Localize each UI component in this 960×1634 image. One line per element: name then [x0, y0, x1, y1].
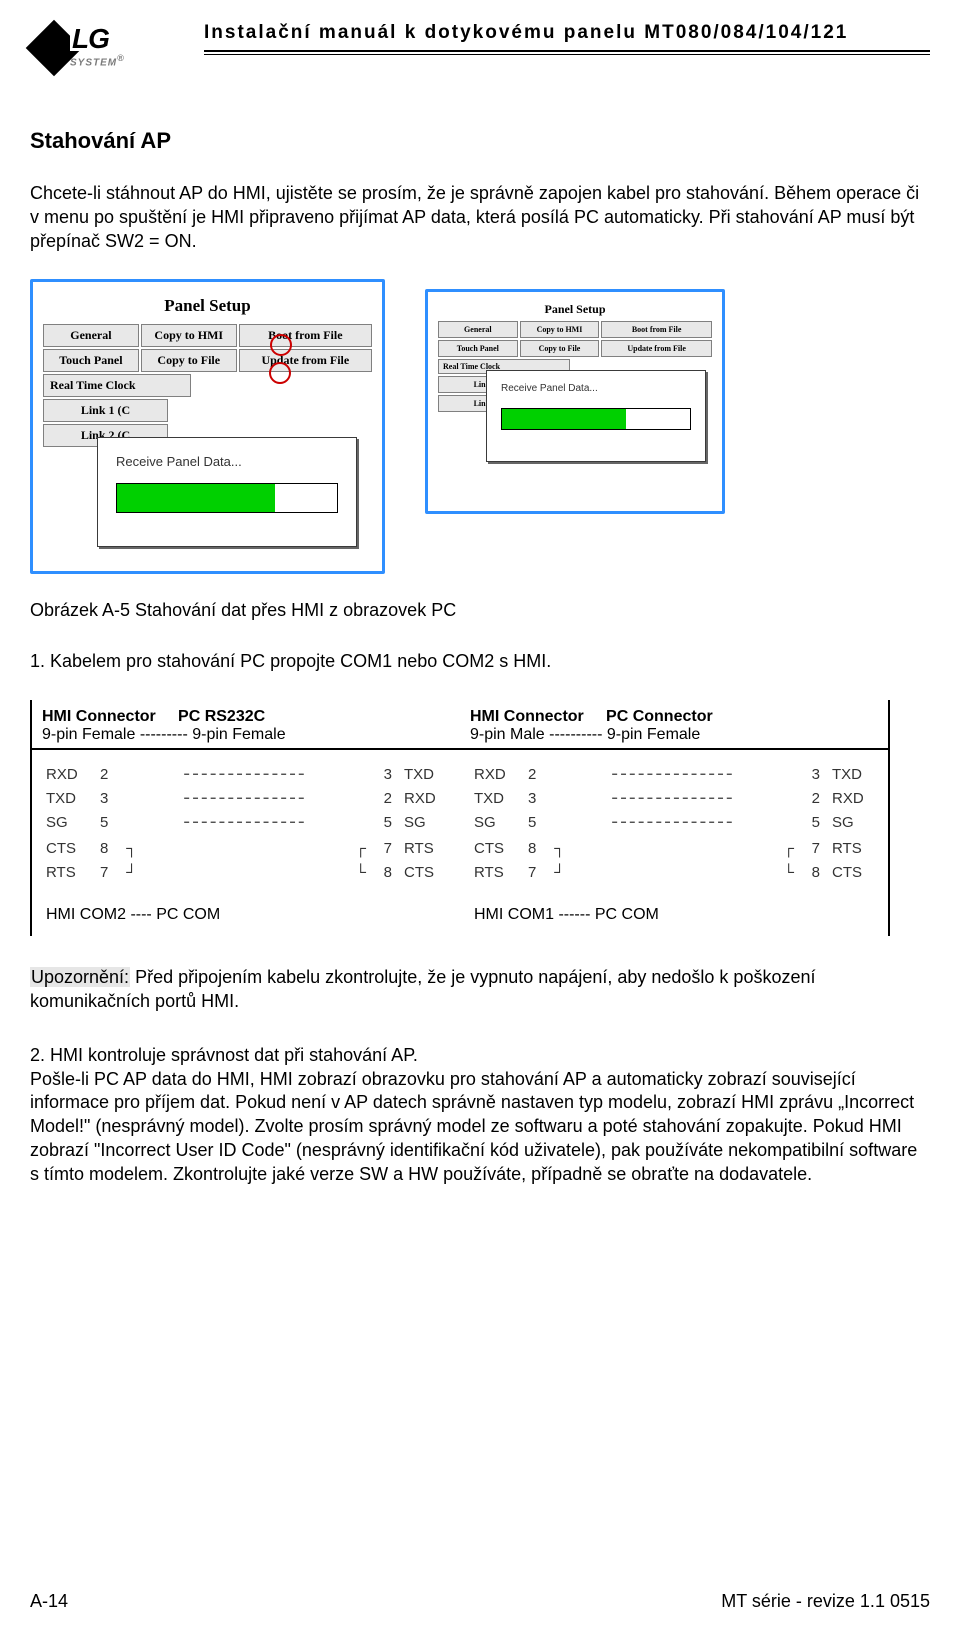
pin-col-left: RXD2 ━━━━━━━━━━━━━━ 3TXD TXD3 ━━━━━━━━━━… [32, 762, 460, 888]
receive-data-dialog: Receive Panel Data... [97, 437, 357, 547]
boot-from-file-button[interactable]: Boot from File [601, 321, 712, 338]
pin-row: SG5 ━━━━━━━━━━━━━━ 5SG [46, 810, 446, 834]
figure-a5-screenshots: Panel Setup General Copy to HMI Boot fro… [30, 279, 930, 574]
general-button[interactable]: General [438, 321, 518, 338]
copy-to-hmi-button[interactable]: Copy to HMI [520, 321, 600, 338]
progress-bar [501, 408, 691, 430]
pin-head-l2: PC RS232C [178, 708, 265, 725]
progress-fill [117, 484, 275, 512]
dialog-label: Receive Panel Data... [501, 383, 691, 394]
copy-to-file-button[interactable]: Copy to File [141, 349, 237, 372]
dialog-label: Receive Panel Data... [116, 454, 338, 469]
logo-lg-text: LG [70, 27, 125, 51]
panel-setup-screenshot-large: Panel Setup General Copy to HMI Boot fro… [30, 279, 385, 574]
page-footer: A-14 MT série - revize 1.1 0515 [30, 1591, 930, 1612]
rtc-button[interactable]: Real Time Clock [43, 374, 191, 397]
pin-head-l3: 9-pin Female --------- 9-pin Female [42, 726, 450, 744]
step-1: 1. Kabelem pro stahování PC propojte COM… [30, 651, 930, 672]
warning-label: Upozornění: [30, 967, 130, 987]
logo-system-text: SYSTEM® [70, 53, 125, 68]
warning-body: Před připojením kabelu zkontrolujte, že … [30, 967, 816, 1011]
pinout-table: HMI Connector PC RS232C 9-pin Female ---… [30, 700, 890, 936]
panel-title: Panel Setup [438, 302, 712, 317]
pin-head-r2: PC Connector [606, 708, 713, 725]
update-from-file-button[interactable]: Update from File [601, 340, 712, 357]
pin-row: RXD2 ━━━━━━━━━━━━━━ 3TXD [46, 762, 446, 786]
panel-setup-screenshot-small: Panel Setup General Copy to HMI Boot fro… [425, 289, 725, 514]
pin-head-r3: 9-pin Male ---------- 9-pin Female [470, 726, 878, 744]
pin-foot-left: HMI COM2 ---- PC COM [32, 906, 460, 924]
touch-panel-button[interactable]: Touch Panel [43, 349, 139, 372]
copy-to-hmi-button[interactable]: Copy to HMI [141, 324, 237, 347]
pin-row: SG5 ━━━━━━━━━━━━━━ 5SG [474, 810, 874, 834]
touch-panel-button[interactable]: Touch Panel [438, 340, 518, 357]
boot-from-file-button[interactable]: Boot from File [239, 324, 372, 347]
warning-paragraph: Upozornění: Před připojením kabelu zkont… [30, 966, 930, 1014]
pin-jumper-row: RTS7 ┘ └ 8CTS [474, 864, 874, 888]
pin-row: TXD3 ━━━━━━━━━━━━━━ 2RXD [46, 786, 446, 810]
pin-jumper-row: CTS8 ┐ ┌ 7RTS [474, 840, 874, 864]
page-header: LG SYSTEM® Instalační manuál k dotykovém… [30, 18, 930, 78]
intro-paragraph: Chcete-li stáhnout AP do HMI, ujistěte s… [30, 182, 930, 253]
footer-revision: MT série - revize 1.1 0515 [721, 1591, 930, 1612]
general-button[interactable]: General [43, 324, 139, 347]
pin-col-right: RXD2 ━━━━━━━━━━━━━━ 3TXD TXD3 ━━━━━━━━━━… [460, 762, 888, 888]
receive-data-dialog: Receive Panel Data... [486, 370, 706, 462]
link1-button[interactable]: Link 1 (C [43, 399, 168, 422]
header-rule [204, 50, 930, 55]
pin-head-l1: HMI Connector [42, 708, 156, 725]
step-2-paragraph: 2. HMI kontroluje správnost dat při stah… [30, 1044, 930, 1187]
progress-bar [116, 483, 338, 513]
pin-head-r1: HMI Connector [470, 708, 584, 725]
doc-title: Instalační manuál k dotykovému panelu MT… [204, 22, 930, 48]
pin-row: TXD3 ━━━━━━━━━━━━━━ 2RXD [474, 786, 874, 810]
pin-jumper-row: RTS7 ┘ └ 8CTS [46, 864, 446, 888]
copy-to-file-button[interactable]: Copy to File [520, 340, 600, 357]
progress-fill [502, 409, 626, 429]
section-heading: Stahování AP [30, 128, 930, 154]
update-from-file-button[interactable]: Update from File [239, 349, 372, 372]
figure-caption: Obrázek A-5 Stahování dat přes HMI z obr… [30, 600, 930, 621]
pin-row: RXD2 ━━━━━━━━━━━━━━ 3TXD [474, 762, 874, 786]
pin-jumper-row: CTS8 ┐ ┌ 7RTS [46, 840, 446, 864]
panel-title: Panel Setup [43, 296, 372, 316]
logo: LG SYSTEM® [30, 18, 190, 78]
pin-foot-right: HMI COM1 ------ PC COM [460, 906, 888, 924]
page-number: A-14 [30, 1591, 68, 1612]
